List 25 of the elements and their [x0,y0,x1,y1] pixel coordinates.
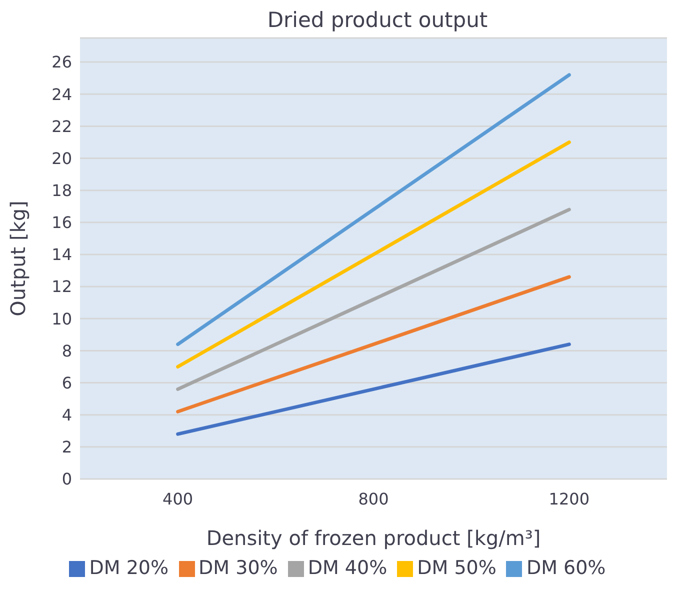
y-tick-label: 22 [52,116,72,136]
y-tick-label: 8 [62,341,72,360]
x-tick-label: 400 [162,489,194,508]
legend-label: DM 30% [198,557,278,579]
y-tick-label: 26 [52,52,72,72]
legend-label: DM 40% [308,557,388,579]
y-tick-label: 16 [52,213,72,232]
y-tick-label: 24 [52,84,72,104]
y-tick-label: 14 [52,245,72,264]
y-tick-label: 12 [52,277,72,296]
chart-title: Dried product output [266,8,489,32]
y-tick-label: 10 [52,309,72,328]
x-axis-title: Density of frozen product [kg/m³] [206,526,541,550]
legend-label: DM 20% [89,557,169,579]
y-tick-label: 18 [52,181,72,200]
legend-label: DM 50% [417,557,496,579]
y-tick-label: 20 [52,148,72,168]
y-tick-label: 6 [62,373,72,392]
y-tick-label: 4 [62,406,72,425]
y-tick-label: 2 [62,438,72,457]
legend-label: DM 60% [526,557,606,579]
y-tick-label: 0 [62,470,72,489]
y-axis-title: Output [kg] [6,200,30,316]
x-tick-label: 800 [358,489,389,508]
x-tick-label: 1200 [548,489,590,508]
